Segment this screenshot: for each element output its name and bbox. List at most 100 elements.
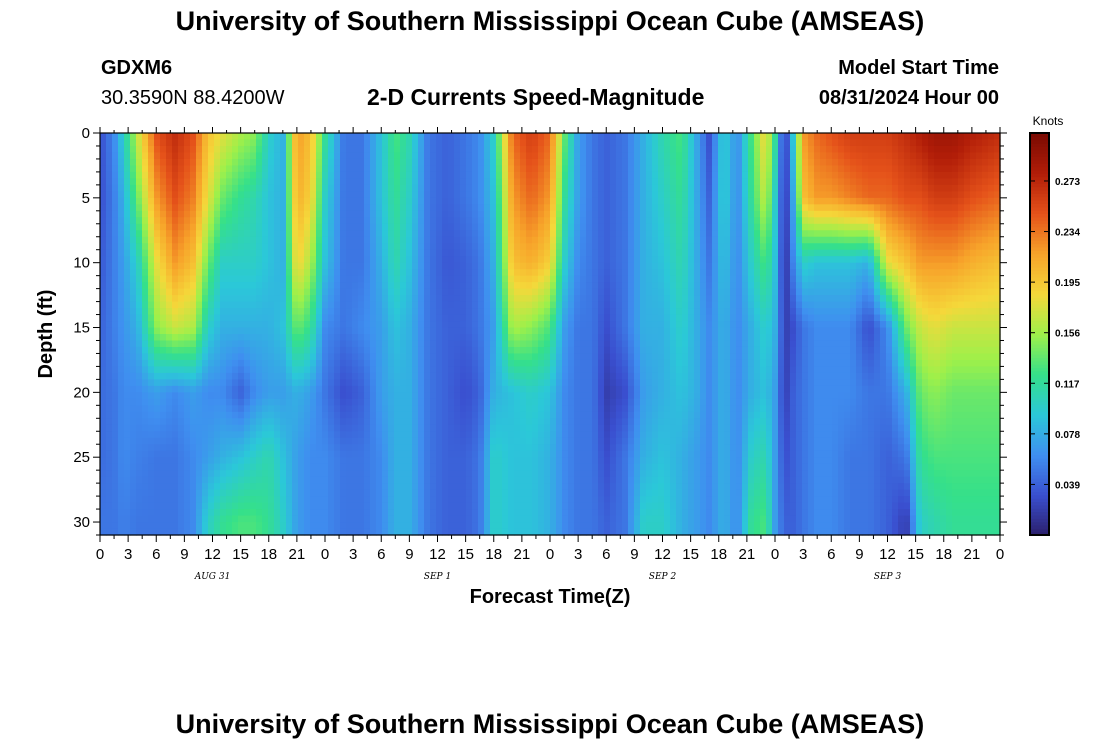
heatmap-cell [136,308,143,316]
heatmap-cell [502,366,509,374]
heatmap-cell [166,288,173,296]
heatmap-cell [274,450,281,458]
heatmap-cell [346,236,353,244]
heatmap-cell [478,288,485,296]
heatmap-cell [346,463,353,471]
heatmap-cell [346,301,353,309]
heatmap-cell [364,243,371,251]
heatmap-cell [388,476,395,484]
heatmap-cell [172,496,179,504]
heatmap-cell [178,366,185,374]
heatmap-cell [562,334,569,342]
heatmap-cell [430,411,437,419]
heatmap-cell [388,139,395,147]
heatmap-cell [136,359,143,368]
heatmap-cell [232,262,239,270]
heatmap-cell [148,528,155,536]
heatmap-cell [304,236,311,244]
heatmap-cell [454,314,461,322]
heatmap-cell [100,431,107,439]
station-coordinates: 30.3590N 88.4200W [101,87,285,109]
heatmap-cell [460,133,467,141]
heatmap-cell [454,346,461,355]
heatmap-cell [412,275,419,283]
heatmap-cell [574,502,581,510]
heatmap-cell [136,522,143,530]
heatmap-cell [394,256,401,264]
heatmap-cell [154,483,161,491]
heatmap-cell [340,359,347,368]
heatmap-cell [400,249,407,257]
heatmap-cell [472,249,479,257]
heatmap-cell [238,502,245,510]
heatmap-cell [172,470,179,478]
heatmap-cell [334,282,341,290]
heatmap-cell [442,321,449,329]
heatmap-cell [526,450,533,458]
heatmap-cell [238,463,245,471]
heatmap-cell [550,424,557,432]
heatmap-cell [292,145,299,154]
heatmap-cell [556,385,563,393]
heatmap-cell [244,314,251,322]
heatmap-cell [556,431,563,439]
heatmap-cell [406,476,413,484]
heatmap-cell [478,346,485,355]
heatmap-cell [334,483,341,491]
heatmap-cell [490,269,497,277]
heatmap-cell [412,528,419,536]
heatmap-cell [538,327,545,335]
heatmap-cell [220,308,227,316]
heatmap-cell [286,515,293,523]
heatmap-cell [418,217,425,225]
heatmap-cell [148,385,155,393]
heatmap-cell [556,249,563,257]
heatmap-cell [376,249,383,257]
heatmap-cell [118,145,125,154]
heatmap-cell [418,470,425,478]
heatmap-cell [526,470,533,478]
heatmap-cell [388,502,395,510]
heatmap-cell [244,437,251,445]
heatmap-cell [136,184,143,192]
heatmap-cell [262,165,269,173]
heatmap-cell [478,308,485,316]
heatmap-cell [574,424,581,432]
heatmap-cell [496,327,503,335]
heatmap-cell [490,314,497,322]
heatmap-cell [280,340,287,348]
heatmap-cell [526,171,533,179]
heatmap-cell [160,204,167,212]
heatmap-cell [118,178,125,186]
heatmap-cell [112,165,119,173]
heatmap-cell [370,275,377,283]
heatmap-cell [286,509,293,517]
heatmap-cell [292,262,299,270]
heatmap-cell [274,405,281,413]
heatmap-cell [328,528,335,536]
heatmap-cell [136,262,143,270]
heatmap-cell [508,165,515,173]
heatmap-cell [316,334,323,342]
heatmap-cell [124,496,131,504]
heatmap-cell [184,197,191,205]
heatmap-cell [364,269,371,277]
heatmap-cell [136,496,143,504]
heatmap-cell [112,184,119,192]
heatmap-cell [346,191,353,199]
heatmap-cell [394,502,401,510]
heatmap-cell [496,418,503,426]
heatmap-cell [358,502,365,510]
heatmap-cell [544,321,551,329]
heatmap-cell [388,204,395,212]
heatmap-cell [124,470,131,478]
heatmap-cell [556,210,563,218]
heatmap-cell [196,145,203,154]
heatmap-cell [298,288,305,296]
heatmap-cell [412,184,419,192]
heatmap-cell [568,269,575,277]
heatmap-cell [250,522,257,530]
heatmap-cell [100,411,107,419]
heatmap-cell [442,282,449,290]
heatmap-cell [448,158,455,167]
